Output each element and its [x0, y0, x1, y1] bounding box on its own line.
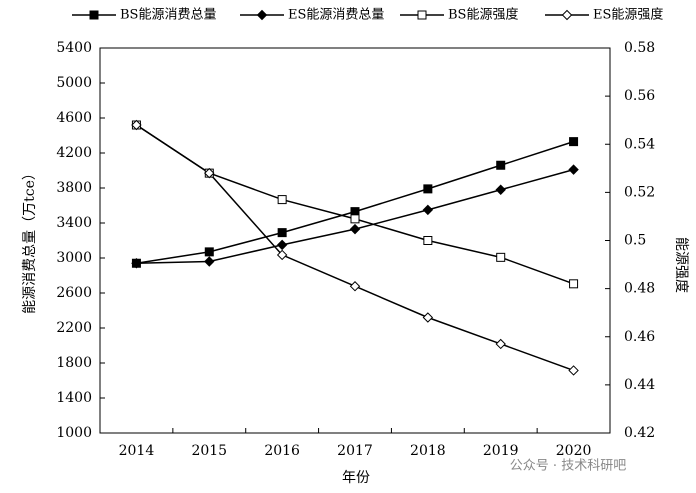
data-point: [495, 338, 506, 350]
y2-axis-label: 能源强度: [673, 237, 689, 293]
x-tick-label: 2018: [410, 443, 446, 459]
legend-label: ES能源消费总量: [288, 8, 384, 23]
x-tick-label: 2019: [483, 443, 519, 459]
data-point: [496, 160, 506, 170]
y-tick-label: 4600: [56, 110, 92, 126]
data-point: [422, 204, 434, 216]
legend-label: BS能源强度: [448, 7, 518, 23]
legend-marker: [89, 10, 99, 20]
x-tick-label: 2020: [556, 443, 592, 459]
y2-tick-label: 0.52: [624, 184, 655, 200]
data-point: [568, 164, 579, 175]
data-point: [350, 214, 360, 224]
y-tick-label: 3000: [56, 250, 92, 266]
x-tick-label: 2017: [337, 443, 373, 459]
y-axis-label: 能源消费总量（万tce）: [22, 166, 38, 314]
data-point: [568, 365, 579, 376]
y2-tick-label: 0.48: [624, 281, 655, 297]
legend-label: BS能源消费总量: [120, 8, 216, 23]
data-point: [276, 249, 288, 261]
plot-frame: [99, 47, 611, 434]
data-point: [495, 184, 506, 195]
data-point: [569, 279, 579, 289]
data-point: [423, 236, 433, 245]
data-point: [349, 223, 361, 235]
data-point: [349, 281, 361, 292]
data-point: [277, 228, 287, 238]
series-line: [136, 124, 574, 285]
y-tick-label: 2200: [56, 320, 92, 336]
series-line: [136, 140, 574, 264]
y-tick-label: 2600: [56, 285, 92, 301]
data-point: [204, 247, 214, 257]
y-tick-label: 3800: [56, 180, 92, 196]
x-tick-label: 2015: [191, 443, 227, 459]
legend-marker: [417, 10, 427, 20]
series-line: [136, 124, 574, 372]
data-point: [496, 252, 506, 262]
y-tick-label: 1000: [56, 425, 92, 441]
y2-tick-label: 0.56: [624, 88, 655, 104]
y-tick-label: 5000: [56, 75, 92, 91]
data-point: [276, 239, 288, 251]
watermark: 公众号 · 技术科研吧: [510, 459, 626, 474]
y-tick-label: 3400: [56, 215, 92, 231]
y2-tick-label: 0.46: [624, 329, 655, 345]
data-point: [422, 312, 434, 323]
y-tick-label: 5400: [56, 40, 92, 56]
data-point: [277, 195, 287, 205]
data-point: [131, 258, 142, 269]
data-point: [423, 184, 433, 194]
y2-tick-label: 0.44: [624, 377, 655, 393]
y2-tick-label: 0.42: [624, 425, 655, 441]
data-point: [204, 256, 215, 267]
x-tick-label: 2016: [264, 443, 300, 459]
y-tick-label: 1400: [56, 390, 92, 406]
legend-marker: [256, 9, 268, 21]
data-point: [204, 167, 215, 179]
legend-label: ES能源强度: [593, 7, 663, 23]
x-tick-label: 2014: [119, 443, 155, 459]
legend-marker: [561, 9, 573, 21]
data-point: [131, 119, 142, 131]
y-tick-label: 4200: [56, 145, 92, 161]
data-point: [569, 137, 579, 147]
x-axis-label: 年份: [342, 470, 370, 486]
y2-tick-label: 0.5: [624, 233, 646, 249]
y-tick-label: 1800: [56, 355, 92, 371]
y2-tick-label: 0.54: [624, 136, 655, 152]
y2-tick-label: 0.58: [624, 40, 655, 56]
